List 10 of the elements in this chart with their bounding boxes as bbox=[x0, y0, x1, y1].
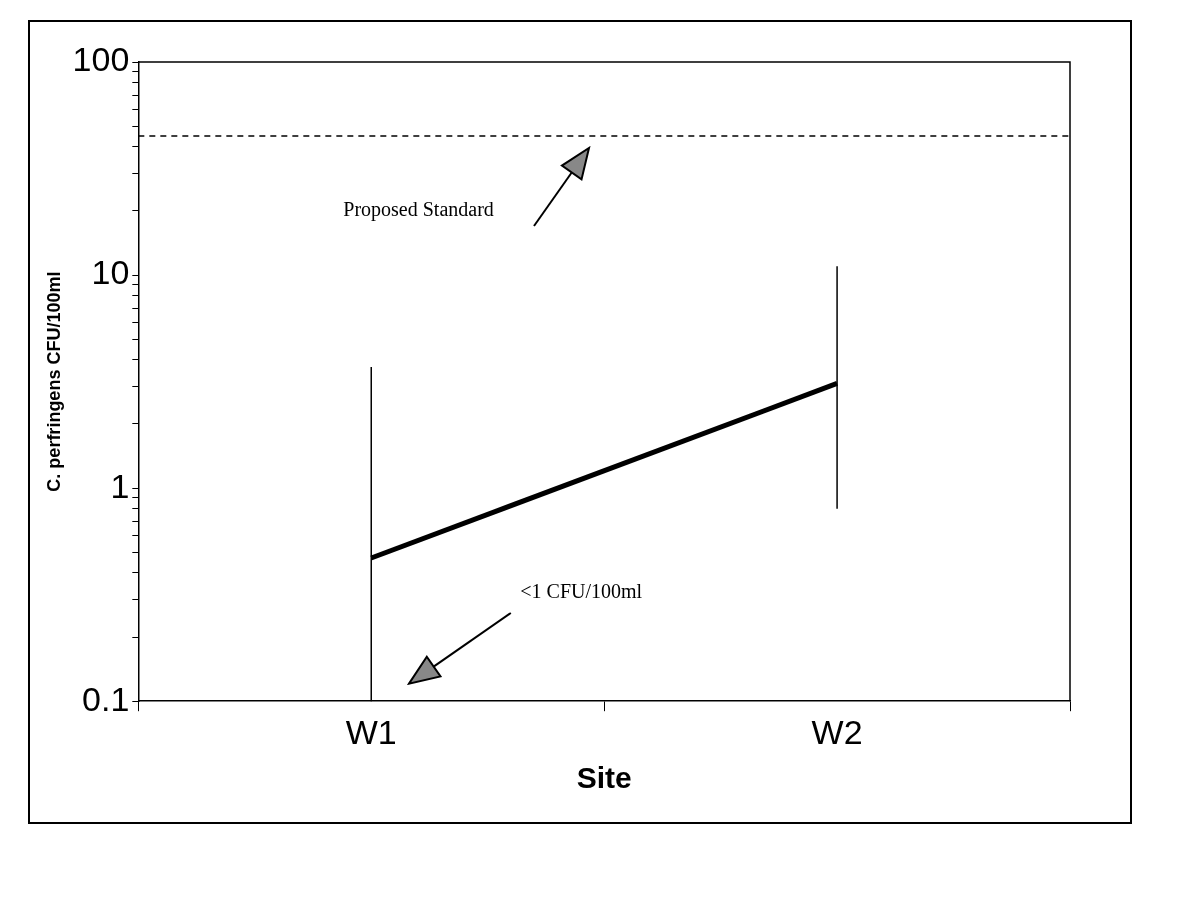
y-axis-title: C. perfringens CFU/100ml bbox=[43, 271, 64, 492]
y-tick-label: 0.1 bbox=[82, 679, 130, 718]
x-tick-label: W1 bbox=[345, 712, 397, 751]
annotation: <1 CFU/100ml bbox=[520, 579, 643, 602]
y-tick-label: 1 bbox=[110, 466, 130, 505]
x-axis-title: Site bbox=[576, 761, 632, 795]
x-tick-label: W2 bbox=[811, 712, 863, 751]
ref-line-label: Proposed Standard bbox=[343, 198, 494, 222]
y-tick-label: 100 bbox=[72, 40, 130, 79]
y-tick-label: 10 bbox=[91, 253, 130, 292]
